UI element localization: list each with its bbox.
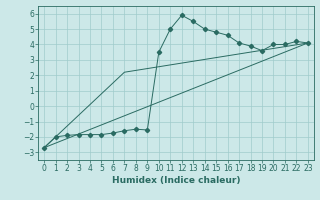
X-axis label: Humidex (Indice chaleur): Humidex (Indice chaleur) (112, 176, 240, 185)
